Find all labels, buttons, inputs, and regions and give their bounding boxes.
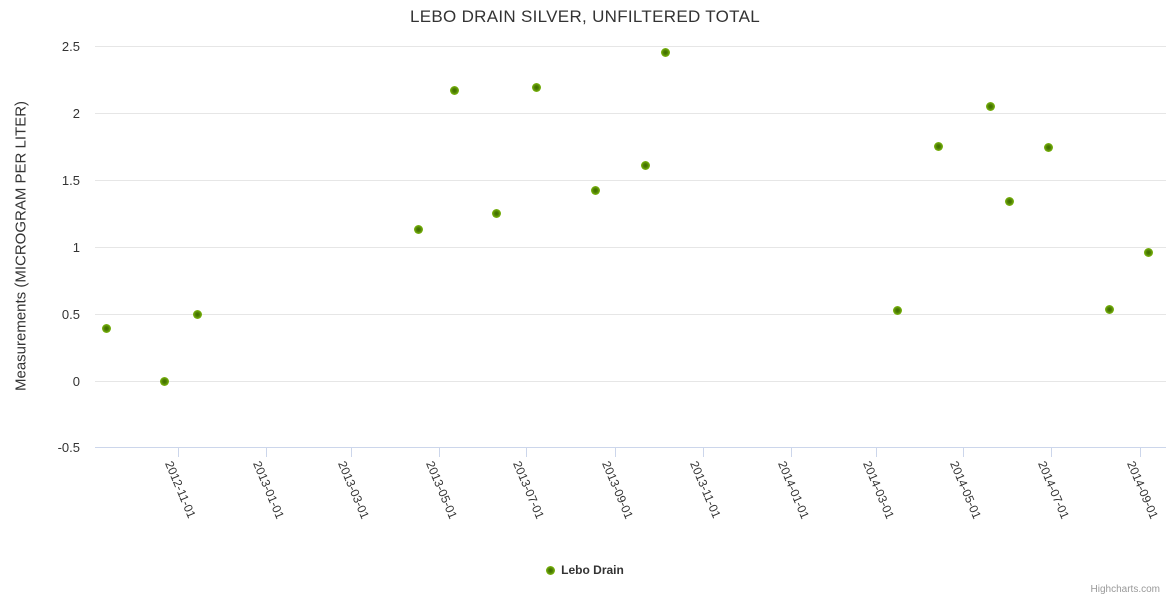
x-axis-tick xyxy=(266,447,268,457)
data-point[interactable] xyxy=(1043,143,1053,153)
x-axis-tick-label: 2014-07-01 xyxy=(1035,459,1072,521)
credits-link[interactable]: Highcharts.com xyxy=(1090,584,1160,595)
data-point[interactable] xyxy=(661,48,671,58)
data-point[interactable] xyxy=(1105,305,1115,315)
data-point[interactable] xyxy=(192,310,202,320)
x-axis-tick-label: 2013-05-01 xyxy=(422,459,460,521)
legend-item[interactable]: Lebo Drain xyxy=(0,563,1170,577)
data-point[interactable] xyxy=(413,224,423,234)
x-axis-tick-label: 2013-11-01 xyxy=(687,459,724,521)
y-gridline xyxy=(95,179,1166,181)
data-point[interactable] xyxy=(159,377,169,387)
x-axis-tick-label: 2012-11-01 xyxy=(162,459,200,521)
data-point[interactable] xyxy=(1144,247,1154,257)
data-point[interactable] xyxy=(449,85,459,95)
y-axis-tick-label: -0.5 xyxy=(57,440,80,456)
data-point[interactable] xyxy=(1004,196,1014,206)
data-point[interactable] xyxy=(892,306,902,316)
x-axis-tick-label: 2014-09-01 xyxy=(1124,459,1162,521)
data-point[interactable] xyxy=(641,160,651,170)
x-axis-tick-label: 2013-07-01 xyxy=(510,459,548,521)
x-axis-tick xyxy=(438,447,440,457)
x-axis-tick-label: 2014-03-01 xyxy=(859,459,897,521)
y-axis-tick-label: 0 xyxy=(72,373,80,389)
y-axis-tick-label: 1 xyxy=(72,239,80,255)
x-axis-tick-label: 2013-01-01 xyxy=(250,459,288,521)
y-gridline xyxy=(95,313,1166,315)
data-point[interactable] xyxy=(934,141,944,151)
legend-series-label: Lebo Drain xyxy=(561,563,624,577)
x-axis-tick xyxy=(963,447,965,457)
x-axis-tick xyxy=(350,447,352,457)
x-axis-tick-label: 2013-09-01 xyxy=(599,459,637,521)
y-axis-tick-label: 0.5 xyxy=(61,306,80,322)
data-point[interactable] xyxy=(491,208,501,218)
data-point[interactable] xyxy=(102,323,111,333)
x-axis-tick xyxy=(178,447,180,457)
x-axis-tick xyxy=(526,447,528,457)
data-point[interactable] xyxy=(590,186,600,195)
x-axis-tick xyxy=(790,447,792,457)
y-axis-tick-label: 2.5 xyxy=(61,39,80,54)
x-axis-tick-label: 2014-05-01 xyxy=(947,459,985,521)
y-axis-tick-label: 1.5 xyxy=(61,172,80,188)
y-gridline xyxy=(95,380,1166,382)
y-gridline xyxy=(95,246,1166,248)
x-axis-tick xyxy=(703,447,705,457)
x-axis-tick xyxy=(875,447,877,457)
chart-title: LEBO DRAIN SILVER, UNFILTERED TOTAL xyxy=(410,7,760,26)
x-axis-tick xyxy=(615,447,617,457)
x-axis-tick xyxy=(1050,447,1052,457)
x-axis-tick-label: 2014-01-01 xyxy=(774,459,812,521)
x-axis-line xyxy=(95,447,1166,448)
y-axis-tick-label: 2 xyxy=(72,105,80,121)
x-axis-tick xyxy=(1140,447,1142,457)
legend-marker-icon xyxy=(546,565,556,575)
y-gridline xyxy=(95,112,1166,114)
x-axis-tick-label: 2013-03-01 xyxy=(334,459,372,521)
y-gridline xyxy=(95,46,1166,47)
data-point[interactable] xyxy=(531,82,541,92)
data-point[interactable] xyxy=(986,101,996,111)
